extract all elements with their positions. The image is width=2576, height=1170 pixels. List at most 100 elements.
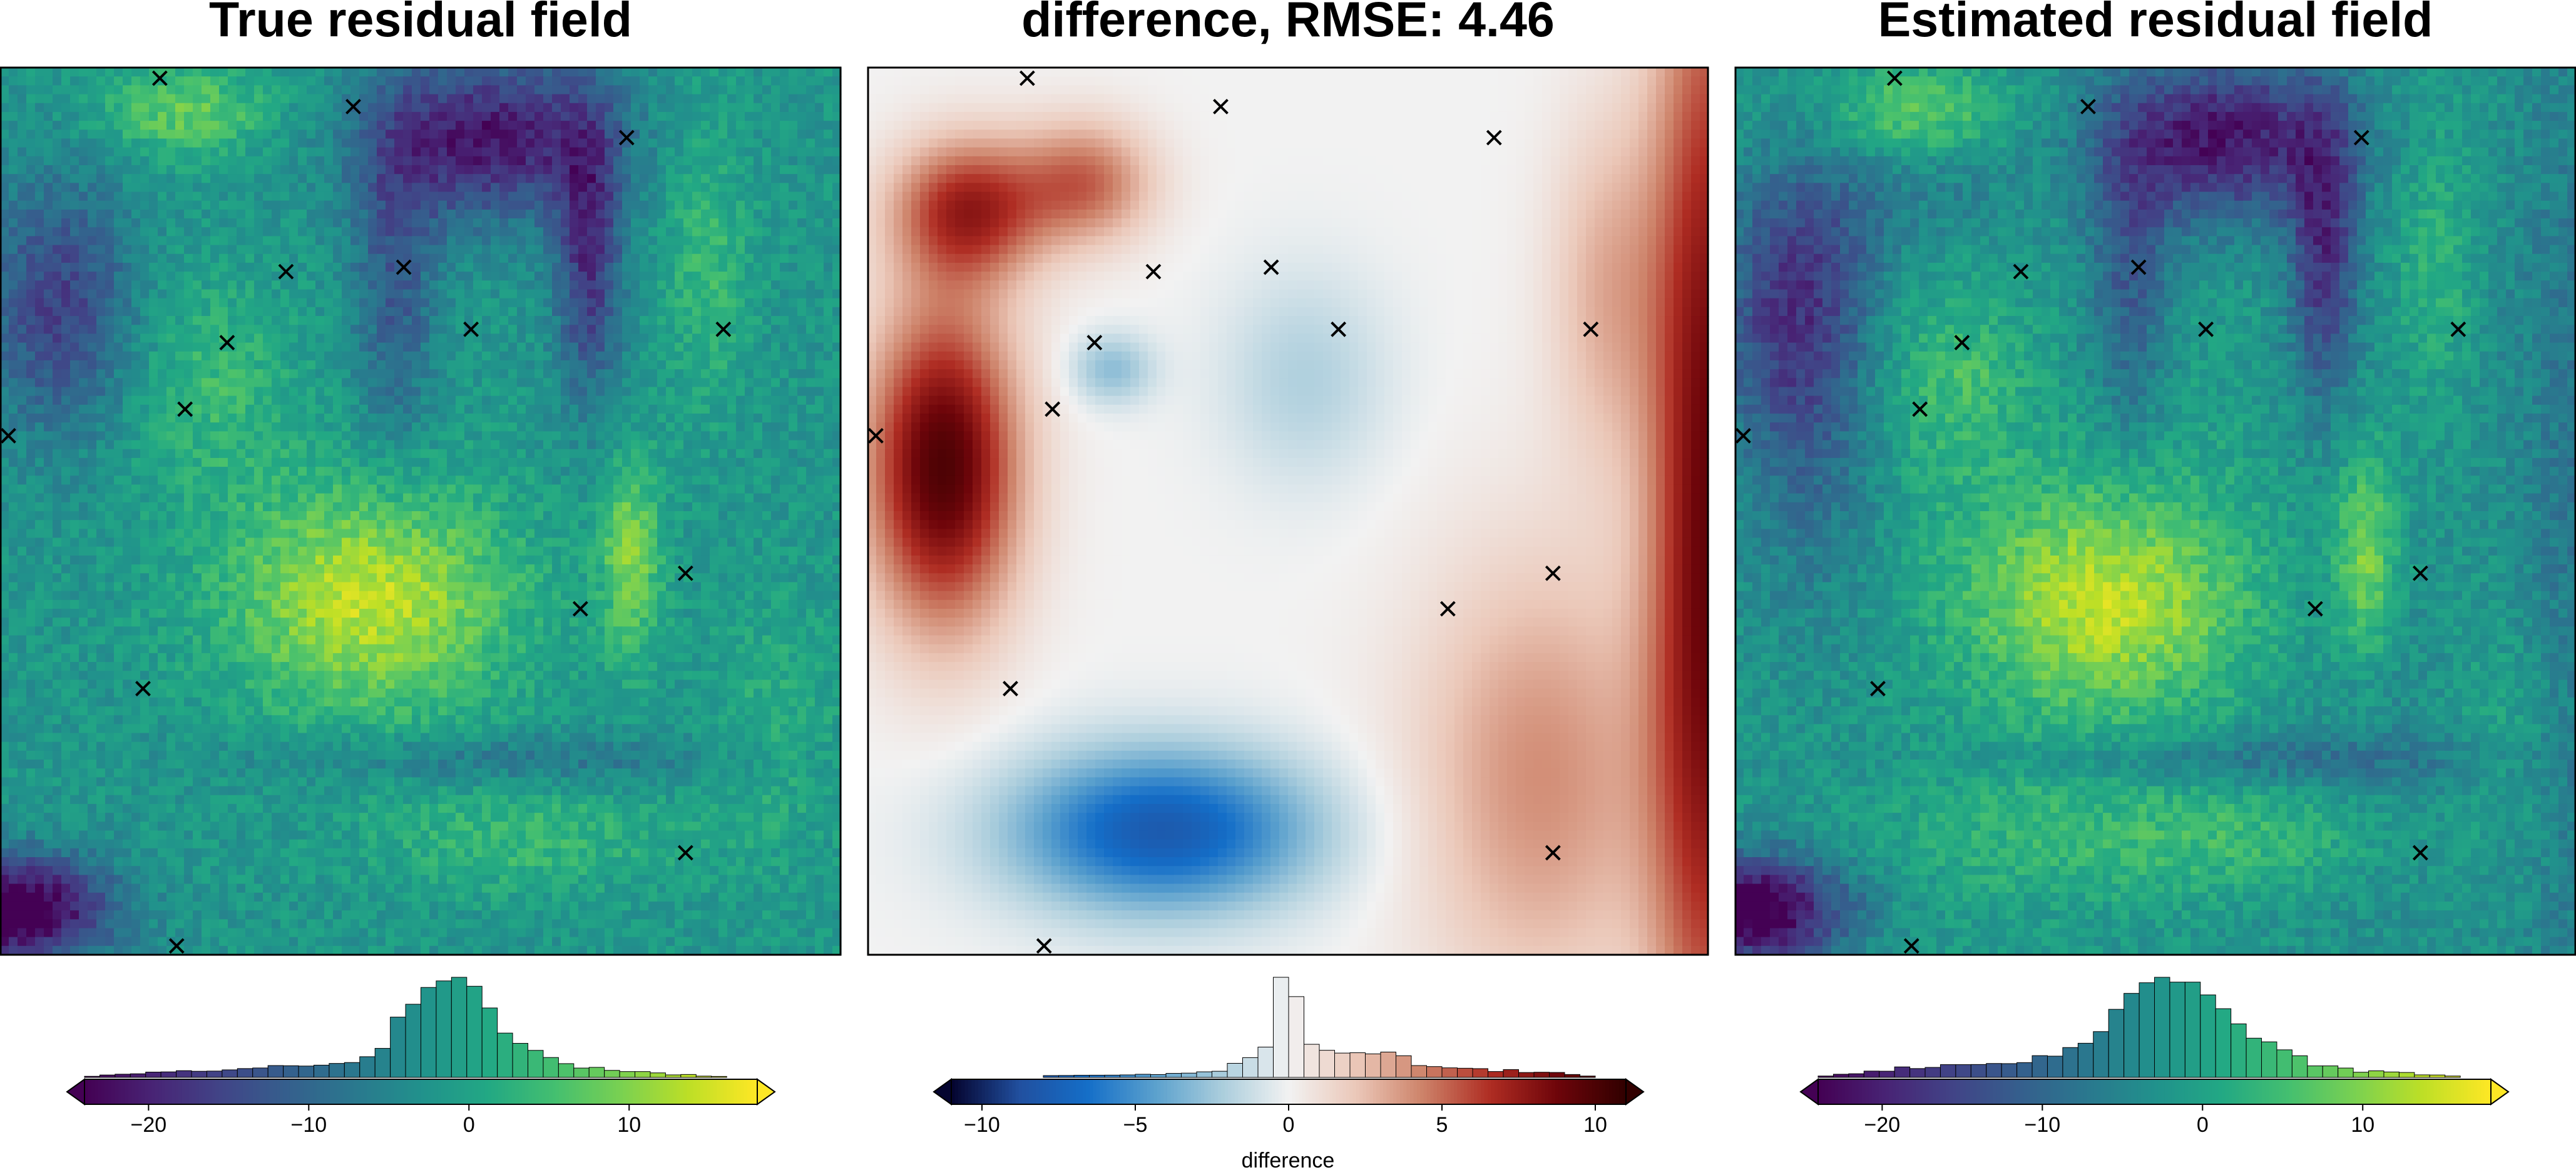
colorbar-tick-label: −10 xyxy=(2024,1113,2060,1137)
histogram-bar xyxy=(1472,1068,1488,1078)
histogram-bar xyxy=(543,1057,559,1078)
histogram-bar xyxy=(588,1067,605,1078)
panel-title-estimated: Estimated residual field xyxy=(1878,0,2433,47)
colorbar-tick-label: 10 xyxy=(1583,1113,1607,1137)
histogram-bar xyxy=(665,1074,682,1078)
colorbar-underflow-triangle xyxy=(66,1078,85,1106)
constraint-point-marker xyxy=(1,428,16,444)
colorbar-tick-label: −10 xyxy=(290,1113,327,1137)
constraint-point-marker xyxy=(1036,938,1052,954)
constraint-point-marker xyxy=(396,259,412,275)
colorbar-underflow-triangle xyxy=(1799,1078,1819,1106)
constraint-point-marker xyxy=(2198,321,2214,337)
constraint-point-marker xyxy=(2450,321,2466,337)
histogram-bar xyxy=(2353,1072,2369,1078)
constraint-point-marker xyxy=(1439,601,1456,617)
histogram-bar xyxy=(2429,1074,2446,1078)
colorbar-label-difference: difference xyxy=(1242,1149,1335,1170)
constraint-point-marker xyxy=(1545,845,1561,861)
histogram-bar xyxy=(84,1076,100,1078)
histogram-bar xyxy=(2016,1062,2033,1078)
histogram-bar xyxy=(2093,1031,2109,1078)
constraint-point-marker xyxy=(2412,565,2428,581)
histogram-bar xyxy=(374,1048,391,1078)
histogram-bar xyxy=(1441,1067,1458,1078)
histogram-bar xyxy=(2338,1067,2354,1078)
constraint-point-marker xyxy=(1954,335,1970,350)
histogram-bar xyxy=(267,1065,284,1078)
histogram-bar xyxy=(1120,1074,1136,1078)
histogram-bar xyxy=(604,1070,620,1078)
histogram-bar xyxy=(2139,982,2155,1078)
constraint-point-marker xyxy=(1886,70,1903,86)
constraint-points-estimated xyxy=(1735,70,2466,954)
histogram-bar xyxy=(2077,1042,2094,1078)
histogram-bar xyxy=(298,1066,314,1078)
histogram-bar xyxy=(1817,1076,1834,1078)
map-estimated-residual xyxy=(1734,66,2576,956)
histogram-bar xyxy=(2032,1055,2048,1078)
constraint-point-marker xyxy=(677,565,693,581)
histogram-bar xyxy=(573,1067,590,1078)
histogram-bar xyxy=(1349,1052,1366,1078)
constraint-points-difference xyxy=(868,70,1599,954)
histogram-bar xyxy=(222,1069,238,1078)
histogram-bar xyxy=(2322,1066,2339,1078)
histogram-bar xyxy=(1863,1071,1880,1078)
histogram-bar xyxy=(2231,1023,2247,1078)
histogram-bar xyxy=(1909,1068,1926,1078)
constraint-point-marker xyxy=(1263,259,1279,275)
histogram-bar xyxy=(1488,1071,1504,1078)
histogram-bar xyxy=(436,980,452,1078)
constraint-point-marker xyxy=(2412,845,2428,861)
histogram-bar xyxy=(2047,1056,2063,1078)
histogram-bar xyxy=(680,1074,697,1078)
constraint-point-marker xyxy=(2080,98,2096,114)
histogram-bar xyxy=(145,1071,161,1078)
histogram-bar xyxy=(2414,1074,2430,1078)
panel-title-true: True residual field xyxy=(209,0,632,47)
map-frame xyxy=(1734,66,2576,956)
histogram-bar xyxy=(2398,1072,2415,1078)
panel-estimated-residual: Estimated residual field −20 −10 0 10 xyxy=(1734,0,2576,1137)
histogram-bar xyxy=(130,1073,146,1078)
histogram-bar xyxy=(283,1065,299,1078)
histogram-bar xyxy=(1058,1075,1075,1078)
histogram-bar xyxy=(421,987,437,1078)
histogram-bar xyxy=(1396,1055,1412,1078)
histogram-bar xyxy=(1288,996,1304,1078)
constraint-point-marker xyxy=(219,335,235,350)
colorbar-tick-label: −20 xyxy=(131,1113,167,1137)
histogram-bar xyxy=(466,985,483,1078)
constraint-point-marker xyxy=(1145,263,1162,280)
histogram-bar xyxy=(1457,1067,1473,1078)
histogram-bar xyxy=(99,1074,116,1078)
histogram-bar xyxy=(1043,1075,1059,1078)
histogram-bar xyxy=(2261,1041,2277,1078)
map-difference xyxy=(867,66,1709,956)
histogram-bar xyxy=(2200,994,2216,1078)
histogram-bar xyxy=(2154,977,2170,1078)
histogram-bar xyxy=(2184,982,2201,1078)
constraint-point-marker xyxy=(1735,428,1751,444)
histogram-bar xyxy=(1135,1074,1151,1078)
histogram-bar xyxy=(176,1070,192,1078)
histogram-bar xyxy=(1334,1052,1351,1078)
histogram-bar xyxy=(1089,1074,1105,1078)
histogram-bar xyxy=(1257,1047,1274,1078)
histogram-bar xyxy=(451,977,468,1078)
histogram-bar xyxy=(2215,1008,2232,1078)
map-frame xyxy=(867,66,1709,956)
constraint-point-marker xyxy=(1912,401,1928,417)
histogram-bar xyxy=(1940,1064,1956,1078)
histogram-bar xyxy=(1426,1066,1443,1078)
colorbar-tick-label: 0 xyxy=(1283,1113,1295,1137)
histogram-bar xyxy=(2001,1063,2018,1078)
histogram-bar xyxy=(1304,1044,1320,1078)
colorbar-tick-label: 5 xyxy=(1436,1113,1448,1137)
histogram-bar xyxy=(528,1050,544,1078)
histogram-bar xyxy=(1580,1076,1596,1078)
histogram-bar xyxy=(1986,1063,2002,1078)
histogram-bar xyxy=(2445,1076,2461,1078)
